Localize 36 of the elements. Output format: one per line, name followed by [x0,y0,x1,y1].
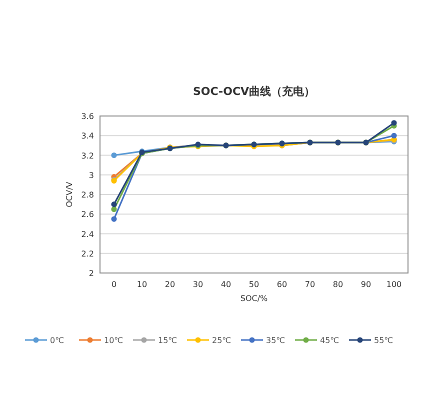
legend-label: 35℃ [266,336,286,345]
legend-label: 10℃ [104,336,124,345]
x-tick-label: 0 [111,280,117,289]
legend-label: 25℃ [212,336,232,345]
x-tick-label: 50 [248,280,260,289]
point [391,132,397,138]
chart-title: SOC-OCV曲线（充电） [192,85,316,98]
legend-label: 45℃ [320,336,340,345]
x-tick-label: 30 [192,280,204,289]
x-tick-label: 40 [220,280,232,289]
legend-label: 55℃ [374,336,394,345]
y-tick-label: 2.2 [81,249,94,258]
y-tick-label: 3.2 [81,151,94,160]
y-tick-label: 3.4 [81,132,94,141]
x-tick-label: 20 [164,280,176,289]
x-axis-title: SOC/% [240,294,268,303]
point [111,152,117,158]
x-tick-label: 70 [304,280,316,289]
y-tick-label: 2.8 [81,190,94,200]
point [111,202,117,208]
y-tick-label: 3.6 [81,112,94,121]
x-tick-label: 60 [276,280,288,289]
legend-label: 15℃ [158,336,178,345]
y-tick-label: 2.6 [81,210,94,220]
y-tick-label: 2.4 [81,230,94,239]
x-tick-label: 90 [360,280,372,289]
x-tick-label: 10 [136,280,148,289]
x-tick-label: 100 [386,280,402,289]
y-tick-label: 2 [88,269,94,278]
y-tick-label: 3 [88,170,94,180]
point [111,216,117,222]
legend-label: 0℃ [50,336,64,345]
x-tick-label: 80 [332,280,344,289]
point [391,120,397,126]
point [111,206,117,212]
y-axis-title: OCV/V [65,181,74,208]
